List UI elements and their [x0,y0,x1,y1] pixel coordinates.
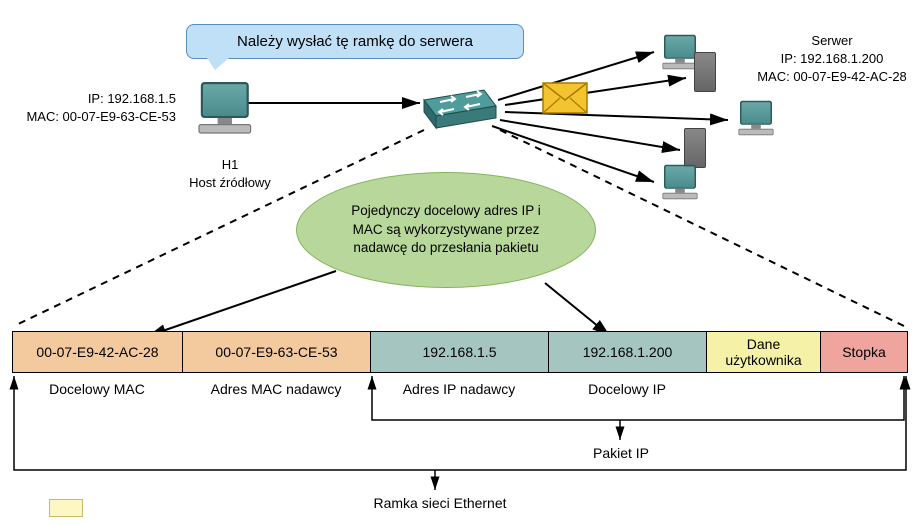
host-mac: MAC: 00-07-E9-63-CE-53 [6,108,176,126]
ip-packet-label: Pakiet IP [556,444,686,463]
speech-bubble: Należy wysłać tę ramkę do serwera [186,24,524,59]
legend-swatch [49,499,83,517]
info-ellipse-text: Pojedynczy docelowy adres IP i MAC są wy… [337,202,555,259]
switch-icon [420,82,500,126]
server-mac: MAC: 00-07-E9-42-AC-28 [742,68,918,86]
frame-cell-3: 192.168.1.200 [549,332,707,372]
info-ellipse: Pojedynczy docelowy adres IP i MAC są wy… [296,172,596,288]
envelope-icon [542,82,584,110]
client-pc-2-icon [737,101,775,139]
server-name: Serwer [752,32,912,50]
frame-cell-5: Stopka [821,332,907,372]
host-role: Host źródłowy [150,174,310,192]
frame-cell-4: Dane użytkownika [707,332,821,372]
ethernet-frame-row: 00-07-E9-42-AC-2800-07-E9-63-CE-53192.16… [12,331,908,373]
frame-cell-label-0: Docelowy MAC [12,381,182,397]
server-tower-2-icon [684,128,706,168]
host-name: H1 [170,156,290,174]
frame-cell-2: 192.168.1.5 [371,332,549,372]
client-pc-3-icon [661,165,699,203]
frame-cell-label-3: Docelowy IP [548,381,706,397]
frame-cell-1: 00-07-E9-63-CE-53 [183,332,371,372]
frame-cell-0: 00-07-E9-42-AC-28 [13,332,183,372]
host-ip: IP: 192.168.1.5 [6,90,176,108]
host-pc-icon [196,82,254,140]
frame-cell-label-1: Adres MAC nadawcy [182,381,370,397]
server-tower-icon [694,52,716,92]
frame-cell-label-2: Adres IP nadawcy [370,381,548,397]
ethernet-frame-label: Ramka sieci Ethernet [350,494,530,513]
server-ip: IP: 192.168.1.200 [752,50,912,68]
